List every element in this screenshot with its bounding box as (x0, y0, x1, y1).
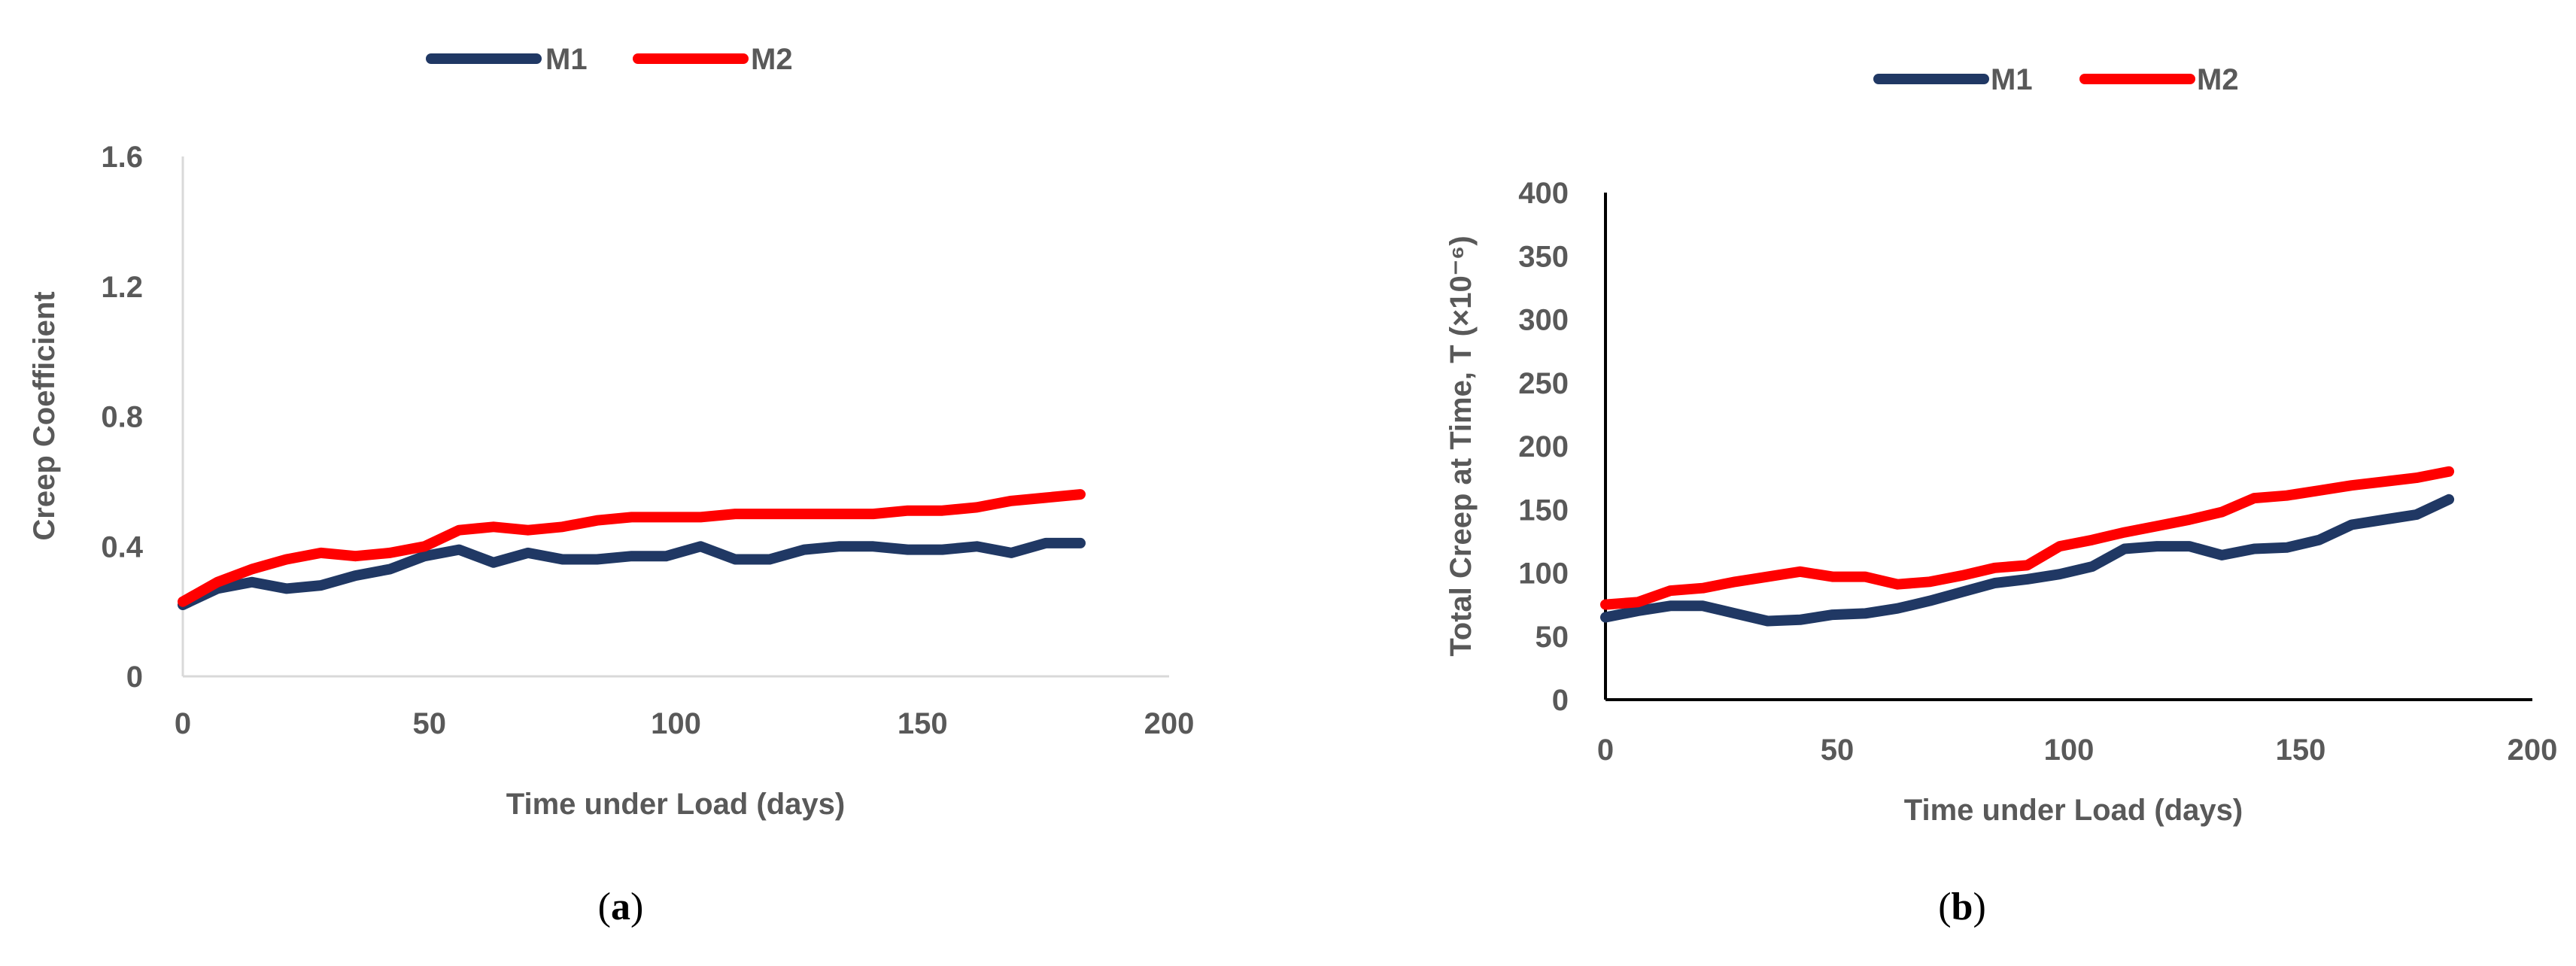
x-tick-label: 0 (1597, 734, 1614, 767)
chart-panel-b: 0 50 100 150 200 250 300 350 400 0 50 100 150 200 Time… (1444, 63, 2557, 928)
y-tick-label: 100 (1518, 557, 1569, 591)
y-tick-label: 0.4 (101, 530, 143, 564)
y-tick-label: 0 (126, 661, 143, 694)
y-tick-label: 50 (1536, 621, 1569, 654)
x-tick-label: 100 (2044, 734, 2095, 767)
legend-label-m2: M2 (751, 43, 793, 76)
y-tick-label: 150 (1518, 494, 1569, 527)
x-tick-label: 0 (175, 707, 191, 740)
x-tick-label: 150 (2276, 734, 2326, 767)
panel-label: (a) (598, 886, 644, 928)
y-axis-label: Total Creep at Time, T (×10⁻⁶) (1444, 235, 1478, 656)
y-tick-label: 400 (1518, 177, 1569, 210)
y-tick-label: 0 (1552, 684, 1569, 717)
y-tick-label: 350 (1518, 240, 1569, 273)
x-tick-label: 50 (1821, 734, 1855, 767)
x-tick-label: 50 (413, 707, 447, 740)
x-axis-label: Time under Load (days) (1904, 794, 2243, 827)
x-tick-label: 200 (2508, 734, 2558, 767)
series-line-m2 (178, 489, 1086, 607)
x-axis-label: Time under Load (days) (506, 788, 845, 821)
y-tick-label: 1.6 (101, 141, 143, 174)
y-tick-label: 300 (1518, 304, 1569, 337)
x-tick-label: 100 (651, 707, 701, 740)
legend-label-m1: M1 (545, 43, 588, 76)
series-line-m1 (178, 537, 1086, 610)
y-axis-label: Creep Coefficient (28, 291, 61, 540)
legend: M1 M2 (1873, 63, 2239, 96)
panel-label: (b) (1938, 886, 1986, 928)
y-tick-label: 0.8 (101, 401, 143, 434)
legend-label-m1: M1 (1991, 63, 2033, 96)
y-tick-label: 1.2 (101, 271, 143, 304)
legend: M1 M2 (426, 43, 793, 76)
y-tick-label: 200 (1518, 430, 1569, 463)
x-tick-label: 200 (1144, 707, 1195, 740)
y-tick-label: 250 (1518, 367, 1569, 400)
series-line-m1 (1600, 494, 2455, 627)
chart-panel-a: 0 0.4 0.8 1.2 1.6 0 50 100 150 200 Time under Load… (28, 43, 1194, 928)
x-tick-label: 150 (898, 707, 948, 740)
series-line-m2 (1600, 466, 2455, 610)
legend-label-m2: M2 (2197, 63, 2239, 96)
